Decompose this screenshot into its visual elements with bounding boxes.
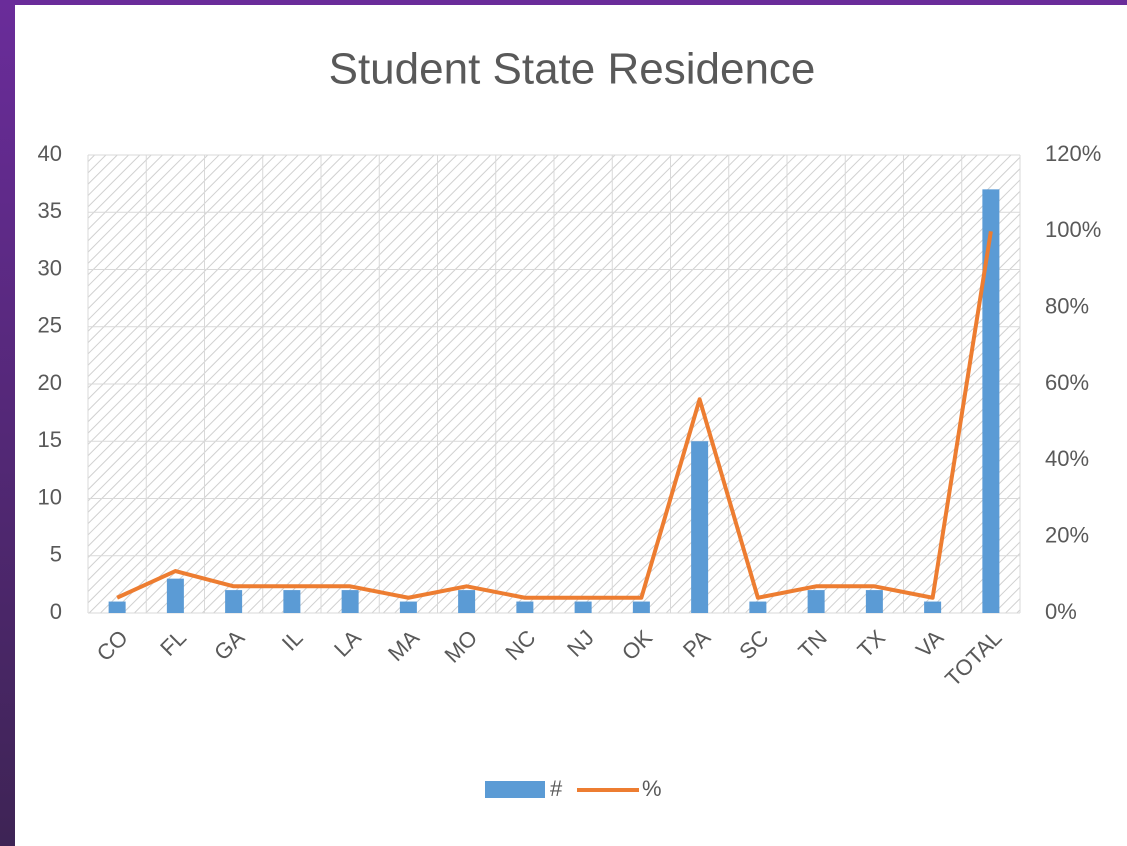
- y2-tick-label: 60%: [1045, 370, 1089, 395]
- y2-tick-label: 20%: [1045, 522, 1089, 547]
- bar: [283, 590, 301, 613]
- chart-title: Student State Residence: [329, 45, 816, 94]
- y-tick-label: 30: [38, 255, 62, 280]
- bar: [749, 601, 767, 613]
- y-tick-label: 20: [38, 370, 62, 395]
- y2-tick-label: 40%: [1045, 446, 1089, 471]
- y-tick-label: 0: [50, 599, 62, 624]
- bar: [574, 601, 592, 613]
- bar: [458, 590, 476, 613]
- y-tick-label: 10: [38, 484, 62, 509]
- bar: [399, 601, 417, 613]
- line: [116, 231, 993, 600]
- y-tick-label: 35: [38, 198, 62, 223]
- left-border: [0, 0, 15, 846]
- y2-tick-label: 120%: [1045, 141, 1101, 166]
- bar: [516, 601, 534, 613]
- y-tick-label: 15: [38, 427, 62, 452]
- bar: [982, 189, 1000, 613]
- bar: [924, 601, 942, 613]
- top-border: [0, 0, 1127, 5]
- y2-tick-label: 100%: [1045, 217, 1101, 242]
- y2-tick-label: 0%: [1045, 599, 1077, 624]
- y-tick-label: 40: [38, 141, 62, 166]
- legend-label: #: [550, 776, 563, 801]
- bar: [807, 590, 825, 613]
- bar: [691, 441, 709, 613]
- bar: [166, 578, 184, 613]
- bar: [108, 601, 126, 613]
- y-tick-label: 25: [38, 313, 62, 338]
- bar: [225, 590, 243, 613]
- y2-tick-label: 80%: [1045, 293, 1089, 318]
- bar: [632, 601, 650, 613]
- y-tick-label: 5: [50, 542, 62, 567]
- bar: [341, 590, 359, 613]
- legend-swatch: [485, 781, 545, 798]
- legend-label: %: [642, 776, 662, 801]
- bar: [865, 590, 883, 613]
